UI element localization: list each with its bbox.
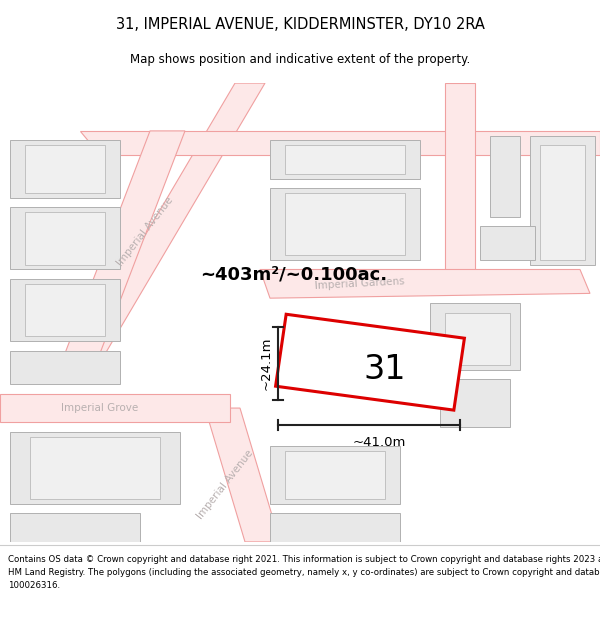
Polygon shape [60,83,265,379]
Polygon shape [10,208,120,269]
Polygon shape [530,136,595,265]
Polygon shape [205,408,280,542]
Polygon shape [25,145,105,193]
Text: Imperial Avenue: Imperial Avenue [115,195,175,268]
Text: Imperial Avenue: Imperial Avenue [195,448,255,521]
Text: ~24.1m: ~24.1m [260,337,272,391]
Polygon shape [285,451,385,499]
Polygon shape [25,284,105,336]
Polygon shape [430,303,520,370]
Text: Imperial Grove: Imperial Grove [61,403,139,413]
Text: 100026316.: 100026316. [8,581,60,590]
Polygon shape [30,437,160,499]
Polygon shape [440,379,510,428]
Text: ~403m²/~0.100ac.: ~403m²/~0.100ac. [200,265,387,283]
Polygon shape [445,83,475,274]
Polygon shape [540,145,585,260]
Polygon shape [270,513,400,542]
Polygon shape [55,131,185,379]
Polygon shape [0,394,230,422]
Polygon shape [285,193,405,255]
Text: ~41.0m: ~41.0m [352,436,406,449]
Polygon shape [270,446,400,504]
Text: Contains OS data © Crown copyright and database right 2021. This information is : Contains OS data © Crown copyright and d… [8,555,600,564]
Polygon shape [80,131,600,155]
Polygon shape [25,212,105,265]
Polygon shape [10,432,180,504]
Polygon shape [490,136,520,217]
Polygon shape [10,351,120,384]
Polygon shape [270,188,420,260]
Polygon shape [445,312,510,365]
Text: HM Land Registry. The polygons (including the associated geometry, namely x, y c: HM Land Registry. The polygons (includin… [8,568,600,577]
Polygon shape [260,269,590,298]
Polygon shape [275,314,464,410]
Polygon shape [285,145,405,174]
Text: Map shows position and indicative extent of the property.: Map shows position and indicative extent… [130,53,470,66]
Text: Imperial Gardens: Imperial Gardens [315,276,405,291]
Text: 31, IMPERIAL AVENUE, KIDDERMINSTER, DY10 2RA: 31, IMPERIAL AVENUE, KIDDERMINSTER, DY10… [116,18,484,32]
Text: 31: 31 [364,353,406,386]
Polygon shape [10,513,140,542]
Polygon shape [10,141,120,198]
Polygon shape [480,226,535,260]
Polygon shape [270,141,420,179]
Polygon shape [10,279,120,341]
